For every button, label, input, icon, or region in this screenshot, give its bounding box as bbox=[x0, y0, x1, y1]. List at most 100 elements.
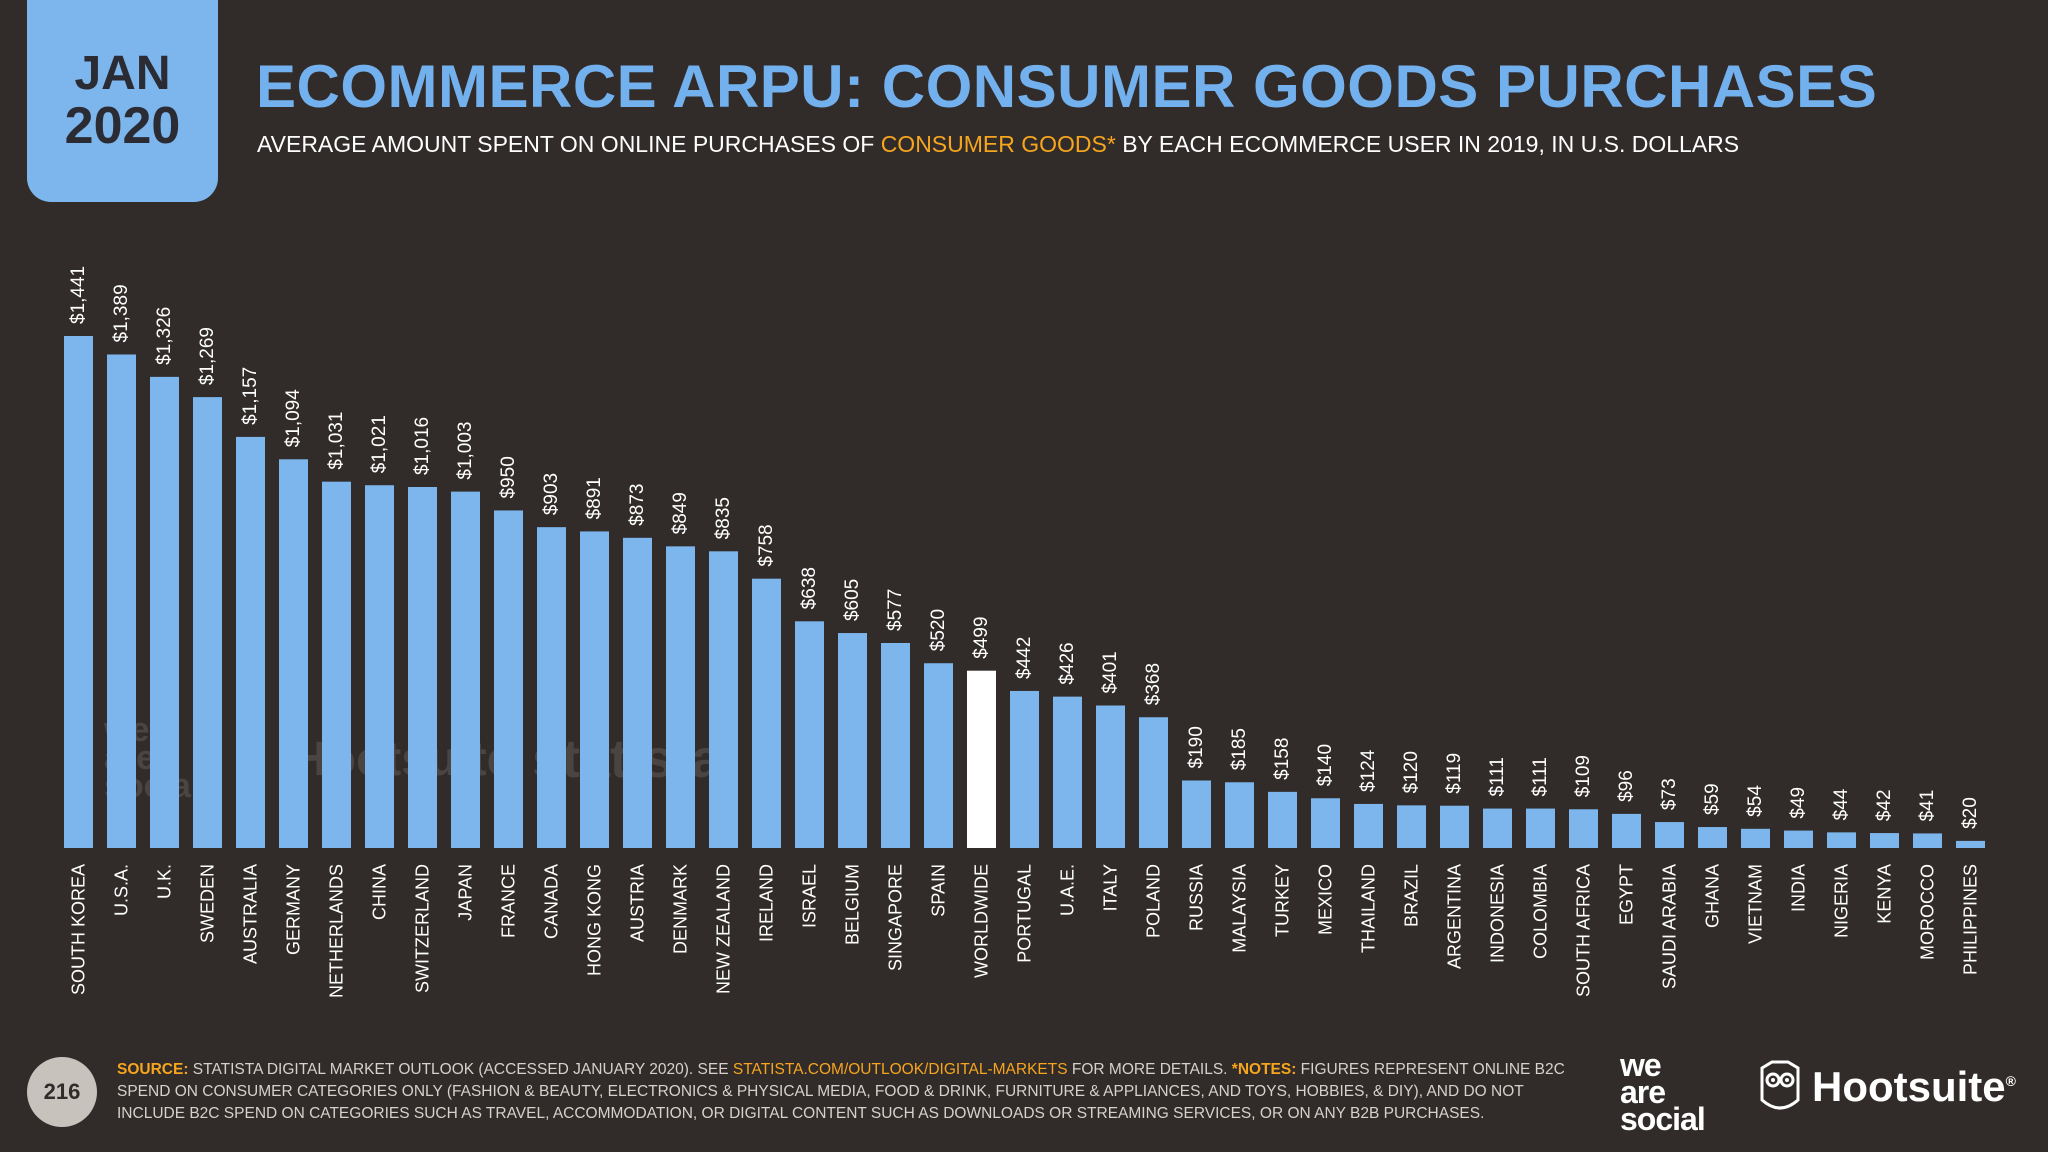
category-label: THAILAND bbox=[1359, 864, 1379, 953]
value-label: $891 bbox=[584, 477, 605, 519]
bar-u-s-a bbox=[107, 354, 136, 848]
category-label: SWITZERLAND bbox=[413, 864, 433, 993]
value-label: $190 bbox=[1186, 726, 1207, 768]
value-label: $185 bbox=[1229, 728, 1250, 770]
value-label: $120 bbox=[1401, 751, 1422, 793]
value-label: $950 bbox=[498, 456, 519, 498]
category-label: AUSTRIA bbox=[628, 864, 648, 942]
value-label: $499 bbox=[971, 616, 992, 658]
bar-sweden bbox=[193, 397, 222, 848]
category-label: AUSTRALIA bbox=[241, 864, 261, 964]
category-label: WORLDWIDE bbox=[972, 864, 992, 978]
page-title: ECOMMERCE ARPU: CONSUMER GOODS PURCHASES bbox=[256, 53, 1878, 120]
value-label: $54 bbox=[1745, 785, 1766, 817]
category-label: TURKEY bbox=[1273, 864, 1293, 937]
category-label: SOUTH AFRICA bbox=[1574, 864, 1594, 997]
page-number: 216 bbox=[27, 1057, 97, 1127]
value-label: $873 bbox=[627, 484, 648, 526]
value-label: $20 bbox=[1960, 797, 1981, 829]
value-label: $1,326 bbox=[154, 307, 175, 365]
value-label: $638 bbox=[799, 567, 820, 609]
bar-egypt bbox=[1612, 813, 1641, 848]
category-label: ARGENTINA bbox=[1445, 864, 1465, 969]
category-label: CANADA bbox=[542, 864, 562, 939]
bar-ghana bbox=[1698, 827, 1727, 848]
value-label: $1,016 bbox=[412, 417, 433, 475]
category-label: EGYPT bbox=[1617, 864, 1637, 925]
bar-thailand bbox=[1354, 803, 1383, 848]
bar-mexico bbox=[1311, 798, 1340, 848]
category-label: KENYA bbox=[1875, 864, 1895, 924]
category-label: NETHERLANDS bbox=[327, 864, 347, 998]
bar-italy bbox=[1096, 705, 1125, 848]
value-label: $1,157 bbox=[240, 367, 261, 425]
category-label: POLAND bbox=[1144, 864, 1164, 938]
category-label: INDONESIA bbox=[1488, 864, 1508, 963]
bar-indonesia bbox=[1483, 808, 1512, 848]
source-text: STATISTA DIGITAL MARKET OUTLOOK (ACCESSE… bbox=[188, 1061, 733, 1078]
bar-india bbox=[1784, 830, 1813, 848]
bar-chart: $1,441 SOUTH KOREA $1,389 U.S.A. $1,326 U.K. $… bbox=[64, 266, 1985, 998]
value-label: $605 bbox=[842, 579, 863, 621]
bar-saudi-arabia bbox=[1655, 822, 1684, 848]
date-month: JAN bbox=[74, 46, 171, 100]
bar-canada bbox=[537, 527, 566, 848]
subtitle-post: BY EACH ECOMMERCE USER IN 2019, IN U.S. … bbox=[1115, 131, 1740, 157]
bar-south-korea bbox=[64, 336, 93, 848]
value-label: $42 bbox=[1874, 789, 1895, 821]
category-label: MEXICO bbox=[1316, 864, 1336, 935]
notes-text: FIGURES REPRESENT ONLINE B2C SPEND ON CO… bbox=[117, 1061, 1565, 1122]
subtitle-highlight: CONSUMER GOODS* bbox=[880, 131, 1116, 157]
category-label: PHILIPPINES bbox=[1961, 864, 1981, 975]
category-label: SPAIN bbox=[929, 864, 949, 917]
category-label: HONG KONG bbox=[585, 864, 605, 976]
value-label: $1,389 bbox=[111, 284, 132, 342]
category-label: JAPAN bbox=[456, 864, 476, 921]
bar-poland bbox=[1139, 717, 1168, 848]
value-label: $124 bbox=[1358, 749, 1379, 792]
category-label: GERMANY bbox=[284, 864, 304, 955]
bar-portugal bbox=[1010, 690, 1039, 848]
value-label: $1,031 bbox=[326, 412, 347, 470]
bar-brazil bbox=[1397, 805, 1426, 848]
value-label: $140 bbox=[1315, 744, 1336, 786]
bar-switzerland bbox=[408, 487, 437, 848]
value-label: $119 bbox=[1444, 753, 1465, 794]
bar-u-a-e bbox=[1053, 696, 1082, 848]
value-label: $59 bbox=[1702, 783, 1723, 815]
bar-nigeria bbox=[1827, 832, 1856, 848]
bar-russia bbox=[1182, 780, 1211, 848]
value-label: $903 bbox=[541, 473, 562, 515]
hootsuite-logo: Hootsuite® bbox=[1758, 1060, 2016, 1114]
hootsuite-name: Hootsuite bbox=[1812, 1063, 2006, 1110]
category-label: SWEDEN bbox=[198, 864, 218, 943]
value-label: $426 bbox=[1057, 642, 1078, 684]
value-label: $1,003 bbox=[455, 422, 476, 480]
value-label: $44 bbox=[1831, 788, 1852, 820]
category-label: NIGERIA bbox=[1832, 864, 1852, 938]
bar-turkey bbox=[1268, 791, 1297, 848]
value-label: $109 bbox=[1573, 755, 1594, 797]
subtitle-pre: AVERAGE AMOUNT SPENT ON ONLINE PURCHASES… bbox=[257, 131, 881, 157]
bar-hong-kong bbox=[580, 531, 609, 848]
bar-morocco bbox=[1913, 833, 1942, 848]
bar-israel bbox=[795, 621, 824, 848]
source-link[interactable]: STATISTA.COM/OUTLOOK/DIGITAL-MARKETS bbox=[732, 1061, 1068, 1078]
footer-notes: SOURCE: STATISTA DIGITAL MARKET OUTLOOK … bbox=[117, 1059, 1577, 1125]
value-label: $1,441 bbox=[68, 266, 89, 324]
bar-malaysia bbox=[1225, 782, 1254, 848]
value-label: $158 bbox=[1272, 738, 1293, 780]
bar-china bbox=[365, 485, 394, 848]
category-label: GHANA bbox=[1703, 864, 1723, 928]
category-label: U.A.E. bbox=[1058, 864, 1078, 916]
bar-belgium bbox=[838, 633, 867, 848]
value-label: $111 bbox=[1487, 757, 1508, 796]
bar-japan bbox=[451, 491, 480, 848]
bar-netherlands bbox=[322, 481, 351, 848]
bar-argentina bbox=[1440, 805, 1469, 848]
category-label: INDIA bbox=[1789, 864, 1809, 912]
value-label: $849 bbox=[670, 492, 691, 534]
category-label: FRANCE bbox=[499, 864, 519, 938]
value-label: $442 bbox=[1014, 637, 1035, 679]
bar-philippines bbox=[1956, 840, 1985, 848]
